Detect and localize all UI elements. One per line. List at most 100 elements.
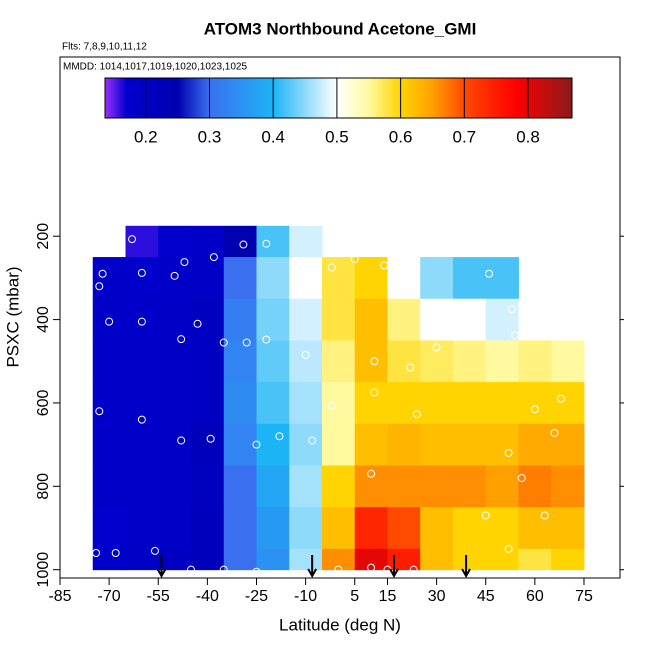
heat-cell — [92, 257, 126, 300]
heat-cell — [223, 257, 257, 300]
heat-cell — [289, 548, 323, 571]
flight-point — [308, 436, 317, 445]
flight-point — [540, 296, 549, 305]
heat-cell — [485, 298, 519, 341]
heat-cell — [518, 507, 552, 550]
heat-cell — [387, 423, 421, 466]
heat-cell — [551, 382, 585, 425]
y-tick-label: 1000 — [35, 552, 52, 588]
heat-cell — [190, 507, 225, 550]
y-tick-label: 200 — [35, 223, 52, 250]
heat-cell — [420, 465, 454, 508]
heat-cell — [289, 507, 323, 550]
flight-point — [180, 258, 189, 267]
flight-point — [252, 567, 261, 576]
colorbar-tick-label: 0.3 — [198, 127, 222, 146]
flight-point — [530, 405, 539, 414]
heat-cell — [518, 340, 552, 383]
heat-cell — [223, 465, 257, 508]
heat-cell — [452, 423, 487, 466]
heat-cell — [551, 298, 585, 341]
heat-cell — [158, 257, 192, 300]
heat-cell — [223, 423, 257, 466]
flight-point — [406, 363, 415, 372]
x-tick-label: -25 — [245, 588, 268, 605]
heat-cell — [92, 298, 126, 341]
heat-cell — [256, 257, 290, 300]
flight-point — [327, 263, 336, 272]
heat-cell — [321, 548, 356, 571]
heat-cell — [92, 548, 126, 571]
heat-cell — [485, 465, 519, 508]
flight-point — [367, 469, 376, 478]
heat-cell — [321, 507, 356, 550]
flight-point — [95, 282, 104, 291]
heat-cell — [158, 423, 192, 466]
y-tick-label: 800 — [35, 473, 52, 500]
heat-cell — [452, 257, 487, 300]
flight-point — [432, 343, 441, 352]
flight-point — [262, 335, 271, 344]
heat-cell — [256, 507, 290, 550]
heat-cell — [92, 465, 126, 508]
heat-cell — [354, 507, 388, 550]
heat-cell — [420, 340, 454, 383]
heat-cell — [256, 340, 290, 383]
heat-cell — [289, 465, 323, 508]
flight-point — [137, 317, 146, 326]
heat-cell — [321, 257, 356, 300]
heat-cell — [452, 507, 487, 550]
plot-frame — [59, 56, 621, 579]
heat-cell — [387, 298, 421, 341]
heat-cell — [190, 340, 225, 383]
heat-cell — [387, 465, 421, 508]
flight-point — [170, 271, 179, 280]
heat-cell — [223, 548, 257, 571]
colorbar-tick-label: 0.5 — [325, 127, 349, 146]
heat-cell — [256, 225, 290, 258]
colorbar — [104, 77, 573, 119]
heat-cell — [321, 423, 356, 466]
flight-point — [177, 335, 186, 344]
flight-point — [105, 317, 114, 326]
flight-point — [219, 565, 228, 574]
flight-point — [239, 240, 248, 249]
heat-cell — [452, 382, 487, 425]
heat-cell — [485, 257, 519, 300]
heat-cell — [256, 548, 290, 571]
heat-cell — [289, 423, 323, 466]
heat-cell — [321, 298, 356, 341]
flight-point — [504, 448, 513, 457]
flight-point — [517, 473, 526, 482]
heat-cell — [190, 298, 225, 341]
flight-point — [557, 394, 566, 403]
flight-point — [370, 357, 379, 366]
flight-point — [193, 319, 202, 328]
heat-cell — [551, 423, 585, 466]
heat-cell — [354, 257, 388, 300]
flight-point — [92, 548, 101, 557]
x-tick-label: -40 — [196, 588, 219, 605]
x-tick-label: -10 — [294, 588, 317, 605]
x-tick-label: -85 — [48, 588, 71, 605]
flight-point — [137, 415, 146, 424]
flight-point — [177, 436, 186, 445]
flight-point — [504, 544, 513, 553]
heat-cell — [158, 465, 192, 508]
heat-cell — [354, 465, 388, 508]
x-tick-label: -70 — [98, 588, 121, 605]
heat-cell — [125, 548, 159, 571]
heat-cell — [354, 423, 388, 466]
flight-point — [409, 565, 418, 574]
heat-cell — [420, 423, 454, 466]
heat-cell — [125, 382, 159, 425]
y-axis-label: PSXC (mbar) — [3, 266, 22, 367]
annotation: MMDD: 1014,1017,1019,1020,1023,1025 — [63, 62, 247, 73]
heat-cell — [452, 340, 487, 383]
heat-cell — [485, 507, 519, 550]
heat-cell — [256, 382, 290, 425]
heat-cell — [551, 507, 585, 550]
heat-cell — [518, 382, 552, 425]
heat-cell — [125, 507, 159, 550]
